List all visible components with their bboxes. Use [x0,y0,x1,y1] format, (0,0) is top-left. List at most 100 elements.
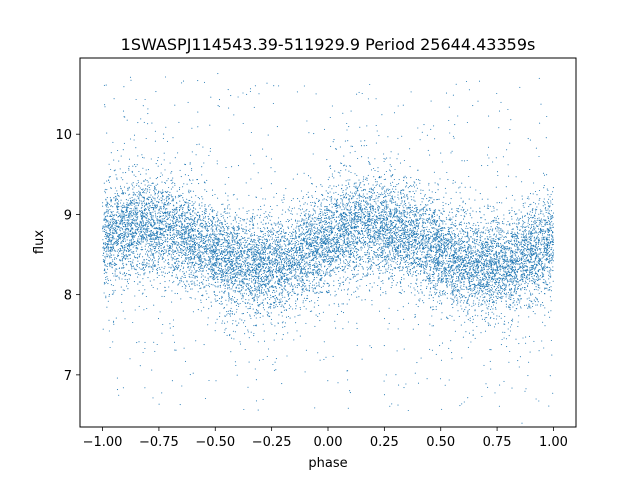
data-point [364,275,366,277]
data-point [327,229,329,231]
data-point [452,283,454,285]
data-point [207,253,209,255]
data-point [335,242,337,244]
data-point [469,212,471,214]
data-point [421,254,423,256]
data-point [351,252,354,254]
data-point [164,202,166,204]
data-point [228,298,230,300]
data-point [376,216,378,219]
data-point [330,220,332,222]
data-point [160,163,162,165]
data-point [156,235,158,237]
data-point [334,234,336,236]
data-point [413,214,415,216]
data-point [230,255,232,258]
data-point [466,288,468,290]
data-point [457,208,459,210]
data-point [495,270,497,272]
data-point [334,261,336,263]
data-point [211,220,213,222]
data-point [131,197,133,199]
data-point [473,238,475,240]
data-point [491,210,493,212]
data-point [266,301,268,304]
data-point [143,259,146,261]
data-point [262,275,264,278]
data-point [238,291,240,293]
data-point [173,232,175,234]
data-point [517,223,519,225]
data-point [193,272,195,274]
data-point [157,195,159,197]
data-point [121,242,123,244]
data-point [420,189,422,191]
data-point [321,234,323,236]
data-point [426,264,428,266]
data-point [378,277,380,279]
data-point [165,251,167,253]
data-point [460,244,462,246]
data-point [244,283,246,285]
data-point [522,271,524,273]
data-point [185,257,187,259]
data-point [390,268,392,270]
data-point [269,215,271,217]
data-point [147,220,149,222]
data-point [522,281,524,283]
data-point [369,246,371,248]
data-point [110,262,112,264]
data-point [331,210,333,212]
data-point [395,254,397,256]
data-point [520,250,522,252]
data-point [322,199,324,201]
data-point [127,189,129,191]
data-point [247,229,250,232]
data-point [551,198,554,200]
data-point [370,223,373,225]
data-point [379,185,381,188]
data-point [271,267,273,269]
data-point [495,234,498,236]
data-point [241,256,243,258]
data-point [246,93,248,95]
data-point [288,298,290,300]
data-point [466,159,468,162]
data-point [380,247,382,249]
data-point [287,247,290,249]
data-point [253,218,256,220]
data-point [456,275,458,278]
data-point [408,234,410,236]
data-point [253,315,255,317]
data-point [312,274,314,276]
data-point [445,279,447,281]
data-point [122,273,124,275]
data-point [112,261,114,263]
data-point [134,235,136,237]
data-point [501,258,504,260]
data-point [362,242,364,245]
data-point [263,212,265,215]
data-point [549,257,551,260]
data-point [488,271,490,273]
data-point [156,267,158,269]
data-point [205,270,207,272]
data-point [393,219,395,221]
data-point [480,315,482,317]
data-point [198,143,200,145]
data-point [406,208,408,210]
data-point [381,204,383,206]
data-point [232,225,234,227]
data-point [156,269,158,272]
data-point [292,231,294,233]
data-point [526,246,528,248]
data-point [112,235,114,237]
data-point [409,286,411,288]
data-point [471,290,473,292]
data-point [172,249,174,251]
data-point [290,278,292,280]
data-point [307,256,309,258]
data-point [515,276,517,278]
data-point [473,264,475,266]
